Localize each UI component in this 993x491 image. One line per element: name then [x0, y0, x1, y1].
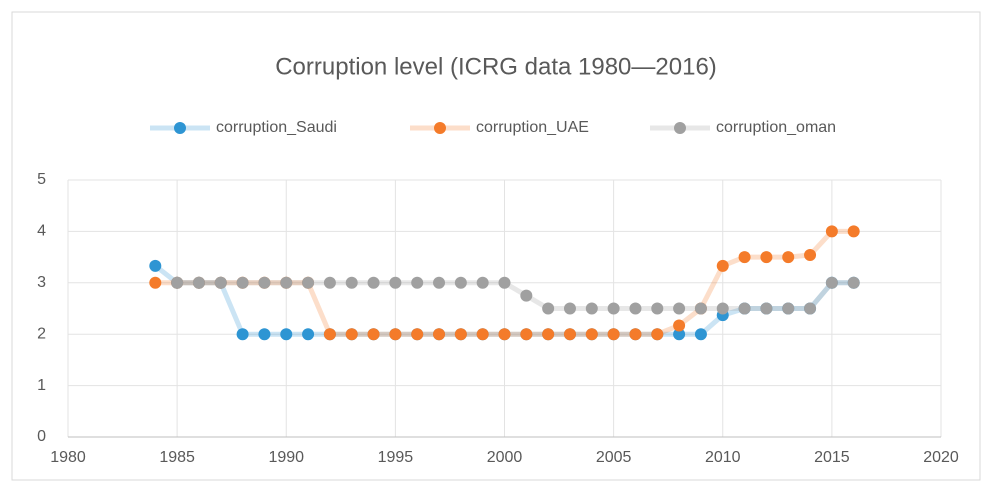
- data-point: [825, 276, 838, 289]
- x-tick-label: 2020: [923, 449, 959, 466]
- data-point: [673, 328, 686, 341]
- data-point: [629, 328, 642, 341]
- x-tick-label: 2005: [596, 449, 632, 466]
- data-point: [847, 276, 860, 289]
- data-point: [454, 328, 467, 341]
- data-point: [302, 328, 315, 341]
- legend-label: corruption_UAE: [476, 119, 589, 136]
- y-tick-label: 2: [37, 325, 46, 342]
- x-tick-label: 2000: [487, 449, 523, 466]
- data-point: [607, 302, 620, 315]
- data-point: [258, 276, 271, 289]
- data-point: [367, 276, 380, 289]
- data-point: [389, 328, 402, 341]
- data-point: [804, 302, 817, 315]
- data-point: [236, 276, 249, 289]
- data-point: [280, 328, 293, 341]
- y-tick-label: 1: [37, 377, 46, 394]
- x-tick-label: 1985: [159, 449, 195, 466]
- x-tick-label: 2015: [814, 449, 850, 466]
- data-point: [585, 328, 598, 341]
- data-point: [236, 328, 249, 341]
- data-point: [782, 302, 795, 315]
- data-point: [498, 328, 511, 341]
- legend-marker: [434, 122, 446, 134]
- data-point: [847, 225, 860, 238]
- data-point: [563, 328, 576, 341]
- data-point: [192, 276, 205, 289]
- x-tick-label: 1995: [378, 449, 414, 466]
- data-point: [454, 276, 467, 289]
- data-point: [585, 302, 598, 315]
- data-point: [171, 276, 184, 289]
- data-point: [542, 302, 555, 315]
- y-tick-label: 0: [37, 428, 46, 445]
- data-point: [716, 302, 729, 315]
- data-point: [520, 289, 533, 302]
- data-point: [476, 328, 489, 341]
- chart-frame: [11, 11, 981, 481]
- y-tick-label: 5: [37, 171, 46, 188]
- data-point: [651, 302, 664, 315]
- x-tick-label: 1980: [50, 449, 86, 466]
- data-point: [782, 251, 795, 264]
- data-point: [345, 276, 358, 289]
- data-point: [563, 302, 576, 315]
- data-point: [804, 249, 817, 262]
- data-point: [760, 251, 773, 264]
- legend-label: corruption_oman: [716, 119, 836, 136]
- data-point: [738, 302, 751, 315]
- data-point: [258, 328, 271, 341]
- data-point: [716, 259, 729, 272]
- data-point: [694, 328, 707, 341]
- data-point: [280, 276, 293, 289]
- data-point: [629, 302, 642, 315]
- legend-label: corruption_Saudi: [216, 119, 337, 136]
- x-tick-label: 1990: [268, 449, 304, 466]
- data-point: [323, 328, 336, 341]
- legend-marker: [674, 122, 686, 134]
- data-point: [389, 276, 402, 289]
- y-tick-label: 3: [37, 274, 46, 291]
- data-point: [302, 276, 315, 289]
- legend-marker: [174, 122, 186, 134]
- data-point: [149, 276, 162, 289]
- data-point: [542, 328, 555, 341]
- data-point: [411, 328, 424, 341]
- data-point: [673, 302, 686, 315]
- data-point: [651, 328, 664, 341]
- data-point: [520, 328, 533, 341]
- x-tick-label: 2010: [705, 449, 741, 466]
- data-point: [214, 276, 227, 289]
- data-point: [607, 328, 620, 341]
- data-point: [345, 328, 358, 341]
- y-tick-label: 4: [37, 223, 46, 240]
- data-point: [149, 259, 162, 272]
- data-point: [825, 225, 838, 238]
- data-point: [433, 328, 446, 341]
- data-point: [367, 328, 380, 341]
- data-point: [498, 276, 511, 289]
- data-point: [411, 276, 424, 289]
- data-point: [323, 276, 336, 289]
- chart-title: Corruption level (ICRG data 1980—2016): [275, 53, 717, 80]
- data-point: [738, 251, 751, 264]
- data-point: [760, 302, 773, 315]
- data-point: [673, 319, 686, 332]
- data-point: [476, 276, 489, 289]
- data-point: [433, 276, 446, 289]
- data-point: [694, 302, 707, 315]
